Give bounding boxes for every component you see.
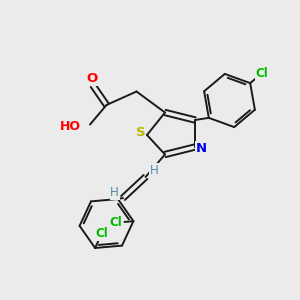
Text: S: S [136,126,146,139]
Text: Cl: Cl [255,67,268,80]
Text: O: O [86,72,98,86]
Text: H: H [149,164,158,177]
Text: Cl: Cl [110,216,122,229]
Text: N: N [196,142,207,155]
Text: HO: HO [59,119,80,133]
Text: H: H [110,186,119,199]
Text: Cl: Cl [95,227,108,240]
